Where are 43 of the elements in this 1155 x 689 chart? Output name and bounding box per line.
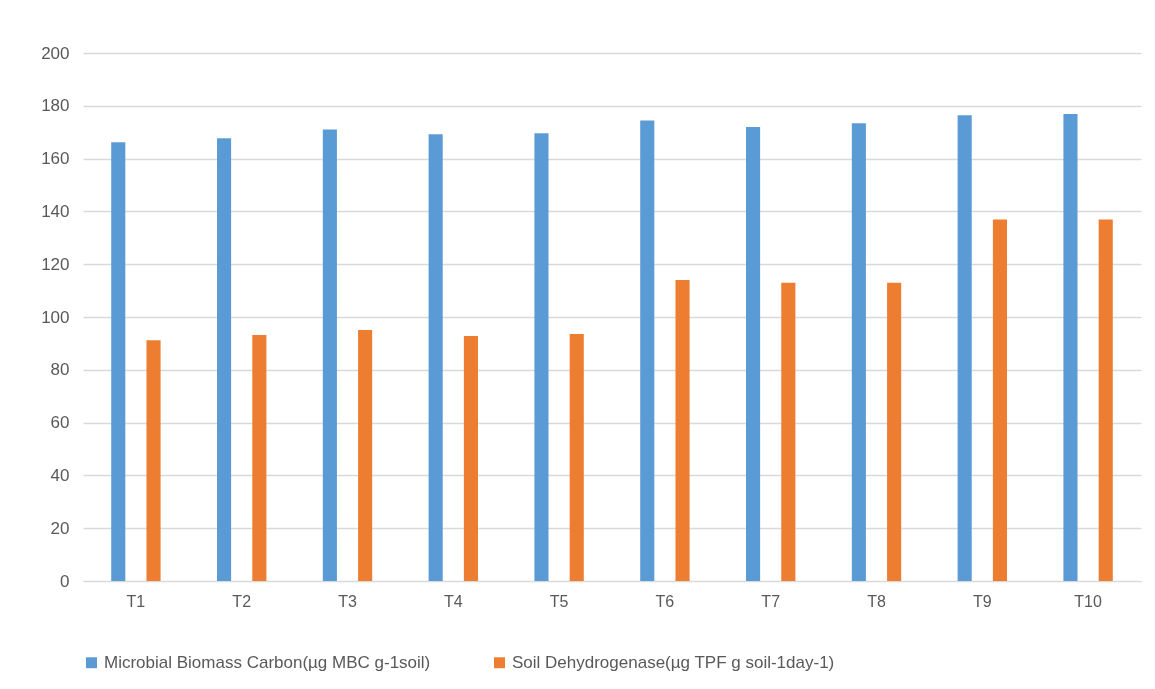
bar (217, 138, 232, 581)
legend-label: Soil Dehydrogenase(µg TPF g soil-1day-1) (512, 652, 835, 672)
bar (252, 334, 267, 581)
bar (428, 134, 443, 581)
x-tick-label: T1 (126, 592, 146, 610)
bar (322, 129, 337, 581)
y-tick-label: 80 (50, 360, 70, 380)
bar (358, 329, 373, 581)
bar (640, 120, 655, 581)
x-tick-label: T3 (338, 592, 357, 610)
bar (111, 142, 126, 581)
bar (992, 219, 1007, 581)
x-tick-label: T8 (867, 592, 886, 610)
x-tick-label: T5 (549, 592, 569, 610)
y-tick-label: 40 (50, 465, 70, 485)
y-tick-label: 180 (41, 96, 70, 116)
y-tick-label: 60 (50, 413, 70, 433)
bar (534, 133, 549, 581)
x-tick-label: T9 (972, 592, 992, 610)
y-tick-label: 200 (41, 43, 70, 63)
x-tick-label: T2 (232, 592, 252, 610)
y-tick-label: 0 (60, 571, 70, 591)
y-tick-label: 20 (50, 518, 70, 538)
x-tick-label: T10 (1074, 592, 1102, 610)
bar (887, 282, 902, 581)
bar (851, 123, 866, 581)
x-tick-label: T6 (655, 592, 675, 610)
bar (569, 333, 584, 581)
y-tick-label: 160 (41, 149, 70, 169)
legend-label: Microbial Biomass Carbon(µg MBC g-1soil) (104, 652, 431, 672)
bar (146, 340, 161, 581)
bar (463, 336, 478, 581)
bar (675, 280, 690, 581)
bar (957, 115, 972, 581)
bar (1098, 219, 1113, 581)
x-tick-label: T4 (443, 592, 463, 610)
y-tick-label: 140 (41, 201, 70, 221)
bar (1063, 113, 1078, 581)
bar (781, 282, 796, 581)
y-tick-label: 120 (41, 254, 70, 274)
y-tick-label: 100 (41, 307, 70, 327)
bar (746, 126, 761, 581)
x-tick-label: T7 (761, 592, 781, 610)
